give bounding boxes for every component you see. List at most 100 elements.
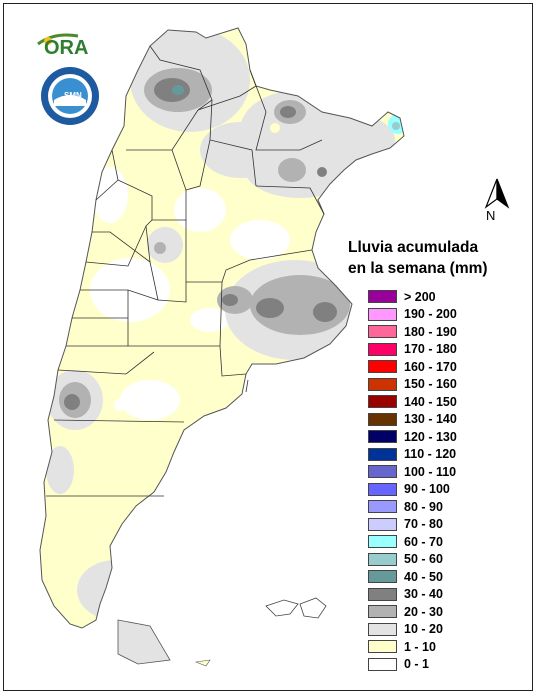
legend-swatch	[368, 465, 397, 479]
legend-item: 1 - 10	[368, 638, 457, 656]
rain-zone-0-1	[190, 308, 230, 332]
north-arrow-icon	[484, 178, 510, 209]
rain-zone-30-40	[317, 167, 327, 177]
isla-de-los-estados	[194, 659, 211, 667]
north-label: N	[486, 208, 496, 223]
legend-item: 10 - 20	[368, 621, 457, 639]
rain-zone-0-1	[230, 220, 290, 260]
legend-label: 70 - 80	[404, 517, 443, 532]
legend-label: 100 - 110	[404, 464, 457, 479]
legend-item: 70 - 80	[368, 516, 457, 534]
legend-swatch	[368, 517, 397, 531]
rain-zone-0-1	[174, 188, 226, 232]
legend-label: 40 - 50	[404, 569, 443, 584]
rain-zone-20-30	[154, 242, 166, 254]
legend-item: 120 - 130	[368, 428, 457, 446]
legend-label: 20 - 30	[404, 604, 443, 619]
legend-item: 0 - 1	[368, 656, 457, 674]
rain-zone-30-40	[280, 106, 296, 118]
rain-zone-40-50	[172, 85, 184, 95]
rain-zone-30-40	[256, 298, 284, 318]
legend-item: 190 - 200	[368, 306, 457, 324]
legend-swatch	[368, 412, 397, 426]
legend-label: > 200	[404, 289, 436, 304]
legend-label: 140 - 150	[404, 394, 457, 409]
legend-label: 1 - 10	[404, 639, 436, 654]
legend-label: 90 - 100	[404, 482, 450, 497]
legend-label: 190 - 200	[404, 307, 457, 322]
legend-item: 110 - 120	[368, 446, 457, 464]
legend-swatch	[368, 482, 397, 496]
legend-item: 80 - 90	[368, 498, 457, 516]
rain-zone-10-20	[46, 446, 74, 494]
rain-zone-10-20	[315, 115, 395, 165]
rain-zone-30-40	[222, 294, 238, 306]
legend-label: 0 - 1	[404, 657, 430, 672]
legend-item: 180 - 190	[368, 323, 457, 341]
legend-item: > 200	[368, 288, 457, 306]
legend-item: 130 - 140	[368, 411, 457, 429]
rain-zone-1-10	[270, 123, 280, 133]
legend-swatch	[368, 500, 397, 514]
legend: > 200 190 - 200 180 - 190 170 - 180 160 - 17…	[368, 288, 457, 673]
legend-label: 60 - 70	[404, 534, 443, 549]
ora-logo-text: ORA	[44, 37, 88, 58]
legend-swatch	[368, 447, 397, 461]
legend-swatch	[368, 605, 397, 619]
legend-swatch	[368, 377, 397, 391]
tierra-del-fuego	[117, 619, 171, 665]
svg-text:SMN: SMN	[64, 91, 82, 100]
legend-item: 170 - 180	[368, 341, 457, 359]
legend-swatch	[368, 552, 397, 566]
rain-zone-30-40	[64, 394, 80, 410]
legend-swatch	[368, 657, 397, 671]
legend-item: 20 - 30	[368, 603, 457, 621]
legend-swatch	[368, 395, 397, 409]
legend-label: 50 - 60	[404, 552, 443, 567]
legend-label: 180 - 190	[404, 324, 457, 339]
legend-title: Lluvia acumulada en la semana (mm)	[348, 237, 488, 279]
rain-zone-0-1	[114, 399, 126, 411]
legend-swatch	[368, 430, 397, 444]
legend-swatch	[368, 360, 397, 374]
legend-title-line2: en la semana (mm)	[348, 260, 488, 277]
province-borders	[46, 45, 325, 497]
legend-swatch	[368, 290, 397, 304]
legend-swatch	[368, 640, 397, 654]
legend-label: 130 - 140	[404, 412, 457, 427]
malvinas-islands	[265, 597, 327, 619]
legend-label: 150 - 160	[404, 377, 457, 392]
legend-label: 80 - 90	[404, 499, 443, 514]
legend-item: 140 - 150	[368, 393, 457, 411]
legend-item: 40 - 50	[368, 568, 457, 586]
rain-zone-10-20	[77, 560, 153, 620]
ora-logo: ORA	[37, 33, 88, 58]
legend-label: 110 - 120	[404, 447, 457, 462]
legend-item: 150 - 160	[368, 376, 457, 394]
legend-item: 60 - 70	[368, 533, 457, 551]
rain-zone-0-1	[92, 167, 128, 223]
rain-zone-0-1	[120, 380, 180, 420]
legend-item: 30 - 40	[368, 586, 457, 604]
legend-swatch	[368, 587, 397, 601]
legend-title-line1: Lluvia acumulada	[348, 239, 479, 256]
legend-label: 170 - 180	[404, 342, 457, 357]
rain-zone-0-1	[207, 425, 217, 435]
legend-item: 100 - 110	[368, 463, 457, 481]
legend-swatch	[368, 342, 397, 356]
legend-label: 30 - 40	[404, 587, 443, 602]
legend-swatch	[368, 622, 397, 636]
legend-label: 10 - 20	[404, 622, 443, 637]
legend-swatch	[368, 535, 397, 549]
rain-zone-0-1	[90, 258, 170, 322]
legend-swatch	[368, 307, 397, 321]
legend-item: 160 - 170	[368, 358, 457, 376]
legend-swatch	[368, 325, 397, 339]
rain-zone-30-40	[313, 302, 337, 322]
legend-swatch	[368, 570, 397, 584]
rain-zone-20-30	[278, 158, 306, 182]
rain-zone-50-60	[392, 122, 400, 130]
legend-label: 160 - 170	[404, 359, 457, 374]
smn-seal-logo: SMN	[41, 67, 99, 125]
